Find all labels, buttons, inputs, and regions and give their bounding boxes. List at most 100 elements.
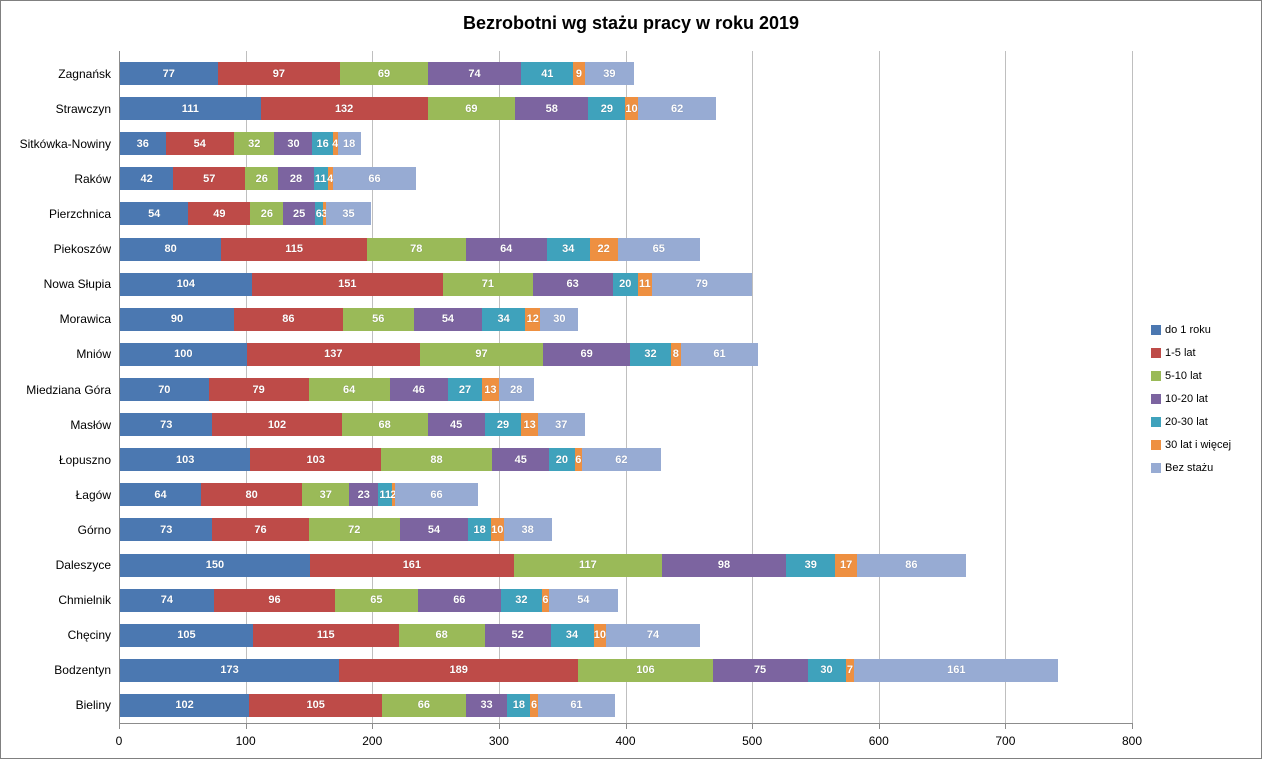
category-label: Bieliny <box>75 698 111 713</box>
data-label: 41 <box>541 67 554 80</box>
category-label: Nowa Słupia <box>43 277 111 292</box>
data-label: 86 <box>905 559 918 572</box>
data-label: 73 <box>160 523 173 536</box>
data-label: 88 <box>430 453 443 466</box>
legend-label: 30 lat i więcej <box>1165 438 1232 451</box>
bar-segment: 88 <box>380 448 493 472</box>
bar-segment: 18 <box>468 518 491 542</box>
data-label: 132 <box>334 102 354 115</box>
bar-segment: 30 <box>807 658 846 682</box>
x-axis-tick <box>878 723 880 729</box>
data-label: 103 <box>306 453 325 466</box>
chart-row: 173 189 106 75 30 7 161 <box>120 658 1059 682</box>
data-label: 49 <box>213 207 226 220</box>
data-label: 137 <box>324 348 343 361</box>
data-label: 18 <box>473 523 486 536</box>
x-axis-tick <box>119 723 120 729</box>
data-label: 115 <box>285 243 303 256</box>
data-label: 58 <box>545 102 558 115</box>
bar-segment: 20 <box>612 272 638 296</box>
data-label: 30 <box>553 313 566 326</box>
bar-segment: 78 <box>366 237 466 261</box>
legend-swatch-icon <box>1151 324 1161 335</box>
data-label: 32 <box>248 137 261 150</box>
data-label: 105 <box>306 699 325 712</box>
data-label: 69 <box>580 348 593 361</box>
chart-title: Bezrobotni wg stażu pracy w roku 2019 <box>462 13 800 33</box>
bar-segment: 32 <box>233 132 275 156</box>
bar-segment: 61 <box>680 342 759 366</box>
bar-segment: 105 <box>249 693 383 717</box>
bar-segment: 79 <box>651 272 752 296</box>
bar-segment: 62 <box>582 448 661 472</box>
chart-row: 64 80 37 23 11 2 66 <box>120 483 479 507</box>
data-label: 72 <box>348 523 361 536</box>
data-label: 4 <box>332 137 339 150</box>
data-label: 62 <box>670 102 684 115</box>
bar-segment: 34 <box>482 307 526 331</box>
data-label: 54 <box>148 207 161 220</box>
chart-row: 54 49 26 25 6 3 35 <box>120 202 371 226</box>
data-label: 56 <box>372 313 385 326</box>
data-label: 45 <box>450 418 463 431</box>
legend-swatch-icon <box>1151 370 1161 381</box>
data-label: 10 <box>491 523 504 536</box>
bar-segment: 37 <box>537 413 585 437</box>
legend-label: 1-5 lat <box>1165 346 1196 359</box>
category-label: Strawczyn <box>55 101 111 116</box>
bar-segment: 35 <box>326 202 371 226</box>
bar-segment: 97 <box>420 342 543 366</box>
chart-row: 111 132 69 58 29 10 62 <box>120 97 717 121</box>
data-label: 35 <box>342 207 355 220</box>
data-label: 105 <box>177 629 196 642</box>
data-label: 79 <box>252 383 265 396</box>
data-label: 26 <box>260 207 273 220</box>
legend-label: 5-10 lat <box>1165 369 1202 382</box>
bar-segment: 37 <box>302 483 350 507</box>
gridline-x-800 <box>1132 51 1133 723</box>
bar-segment: 34 <box>550 623 594 647</box>
data-label: 102 <box>175 699 194 712</box>
data-label: 64 <box>500 243 513 256</box>
data-label: 29 <box>600 102 613 115</box>
x-axis-tick <box>1005 723 1007 729</box>
data-label: 100 <box>174 348 193 361</box>
data-label: 10 <box>593 629 606 642</box>
legend: do 1 roku 1-5 lat 5-10 lat 10-20 lat 20-30 l… <box>1151 318 1231 479</box>
data-label: 104 <box>176 278 196 291</box>
data-label: 63 <box>566 278 579 291</box>
bar-segment: 71 <box>442 272 533 296</box>
chart-row: 90 86 56 54 34 12 30 <box>120 307 579 331</box>
category-label: Mniów <box>76 347 111 362</box>
data-label: 25 <box>293 207 306 220</box>
legend-item: do 1 roku <box>1151 318 1231 341</box>
data-label: 23 <box>357 488 370 501</box>
bar-segment: 56 <box>342 307 414 331</box>
x-axis-tick-label: 300 <box>488 734 509 748</box>
data-label: 96 <box>268 594 281 607</box>
bar-segment: 22 <box>589 237 618 261</box>
legend-swatch-icon <box>1151 393 1161 404</box>
bar-segment: 49 <box>188 202 251 226</box>
bar-segment: 90 <box>120 307 234 331</box>
bar-segment: 42 <box>120 167 174 191</box>
data-label: 11 <box>379 488 392 501</box>
bar-segment: 74 <box>427 62 522 86</box>
bar-segment: 73 <box>120 413 213 437</box>
bar-segment: 36 <box>120 132 166 156</box>
bar-segment: 75 <box>712 658 808 682</box>
data-label: 28 <box>510 383 523 396</box>
data-label: 66 <box>430 488 443 501</box>
bar-segment: 9 <box>573 62 585 86</box>
category-label: Chmielnik <box>58 593 111 608</box>
data-label: 103 <box>176 453 195 466</box>
data-label: 7 <box>846 664 854 677</box>
category-label: Zagnańsk <box>58 66 111 81</box>
bar-segment: 6 <box>530 693 538 717</box>
bar-segment: 52 <box>484 623 551 647</box>
data-label: 13 <box>484 383 497 396</box>
bar-segment: 80 <box>201 483 303 507</box>
data-label: 71 <box>481 278 494 291</box>
data-label: 54 <box>441 313 455 326</box>
data-label: 115 <box>316 629 335 642</box>
